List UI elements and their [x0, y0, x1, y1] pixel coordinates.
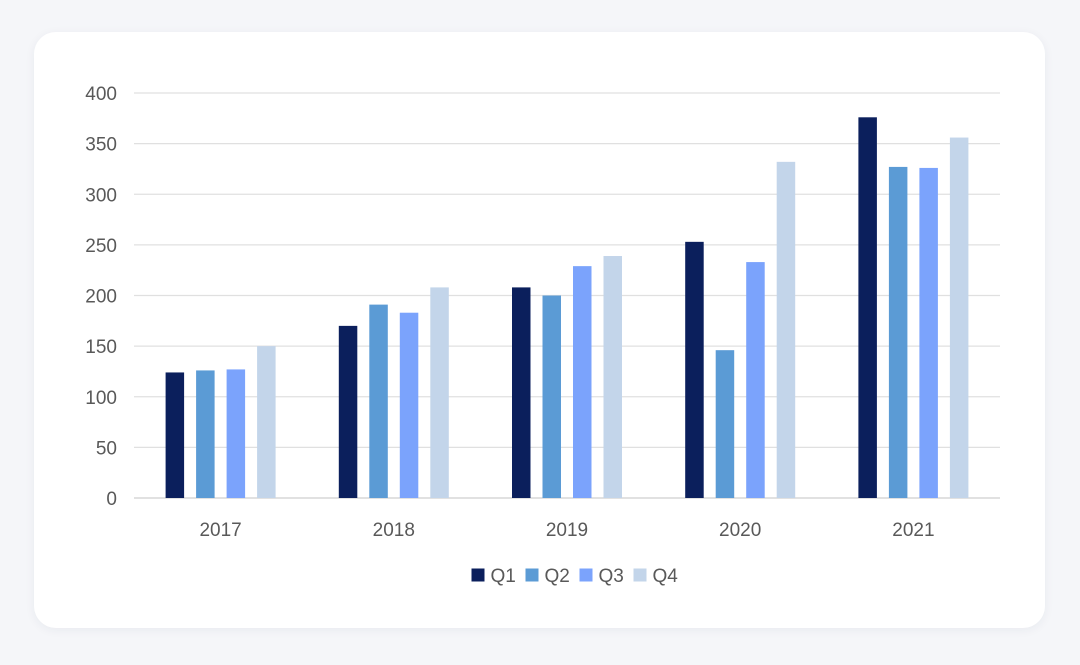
bar-2018-q4 — [430, 287, 449, 498]
bar-2019-q3 — [573, 266, 592, 498]
bar-2020-q2 — [715, 350, 735, 498]
legend-swatch-q3 — [579, 568, 593, 582]
x-tick-label: 2019 — [546, 520, 588, 541]
legend-label-q3: Q3 — [599, 566, 624, 587]
legend-swatch-q4 — [633, 568, 647, 582]
bar-2020-q1 — [685, 241, 704, 498]
y-tick-label: 250 — [85, 236, 117, 257]
legend-label-q1: Q1 — [491, 566, 516, 587]
x-tick-label: 2021 — [892, 520, 934, 541]
legend: Q1 Q2 Q3 Q4 — [471, 566, 679, 587]
bar-2018-q3 — [399, 312, 419, 498]
bar-2021-q2 — [888, 166, 908, 498]
y-axis-tick-labels: 0 50 100 150 200 250 300 350 400 — [85, 84, 117, 510]
x-tick-label: 2018 — [373, 520, 415, 541]
bar-2020-q4 — [776, 161, 796, 498]
bar-2021-q4 — [949, 137, 969, 499]
bar-2017-q2 — [196, 370, 215, 498]
bar-2020-q3 — [746, 262, 765, 498]
x-tick-label: 2020 — [719, 520, 761, 541]
y-tick-label: 50 — [96, 438, 117, 459]
y-tick-label: 150 — [85, 337, 117, 358]
y-tick-label: 350 — [85, 135, 117, 156]
legend-swatch-q1 — [471, 568, 485, 582]
legend-label-q2: Q2 — [545, 566, 570, 587]
y-tick-label: 400 — [85, 84, 117, 105]
y-tick-label: 300 — [85, 185, 117, 206]
legend-label-q4: Q4 — [653, 566, 679, 587]
bar-2017-q3 — [226, 369, 246, 498]
y-tick-label: 200 — [85, 287, 117, 308]
bar-2021-q3 — [919, 167, 938, 499]
bar-2019-q2 — [542, 295, 561, 498]
y-tick-label: 100 — [85, 388, 117, 409]
bar-2018-q2 — [369, 304, 388, 498]
legend-swatch-q2 — [525, 568, 539, 582]
bar-2018-q1 — [338, 325, 358, 498]
x-axis-tick-labels: 2017 2018 2019 2020 2021 — [199, 520, 934, 541]
bars — [165, 117, 969, 499]
bar-2021-q1 — [858, 117, 877, 499]
bar-2019-q4 — [603, 256, 622, 498]
y-tick-label: 0 — [106, 489, 117, 510]
bar-2019-q1 — [512, 287, 531, 498]
x-tick-label: 2017 — [199, 520, 241, 541]
gridlines — [134, 92, 1000, 499]
bar-2017-q4 — [257, 346, 276, 498]
bar-2017-q1 — [165, 372, 185, 498]
